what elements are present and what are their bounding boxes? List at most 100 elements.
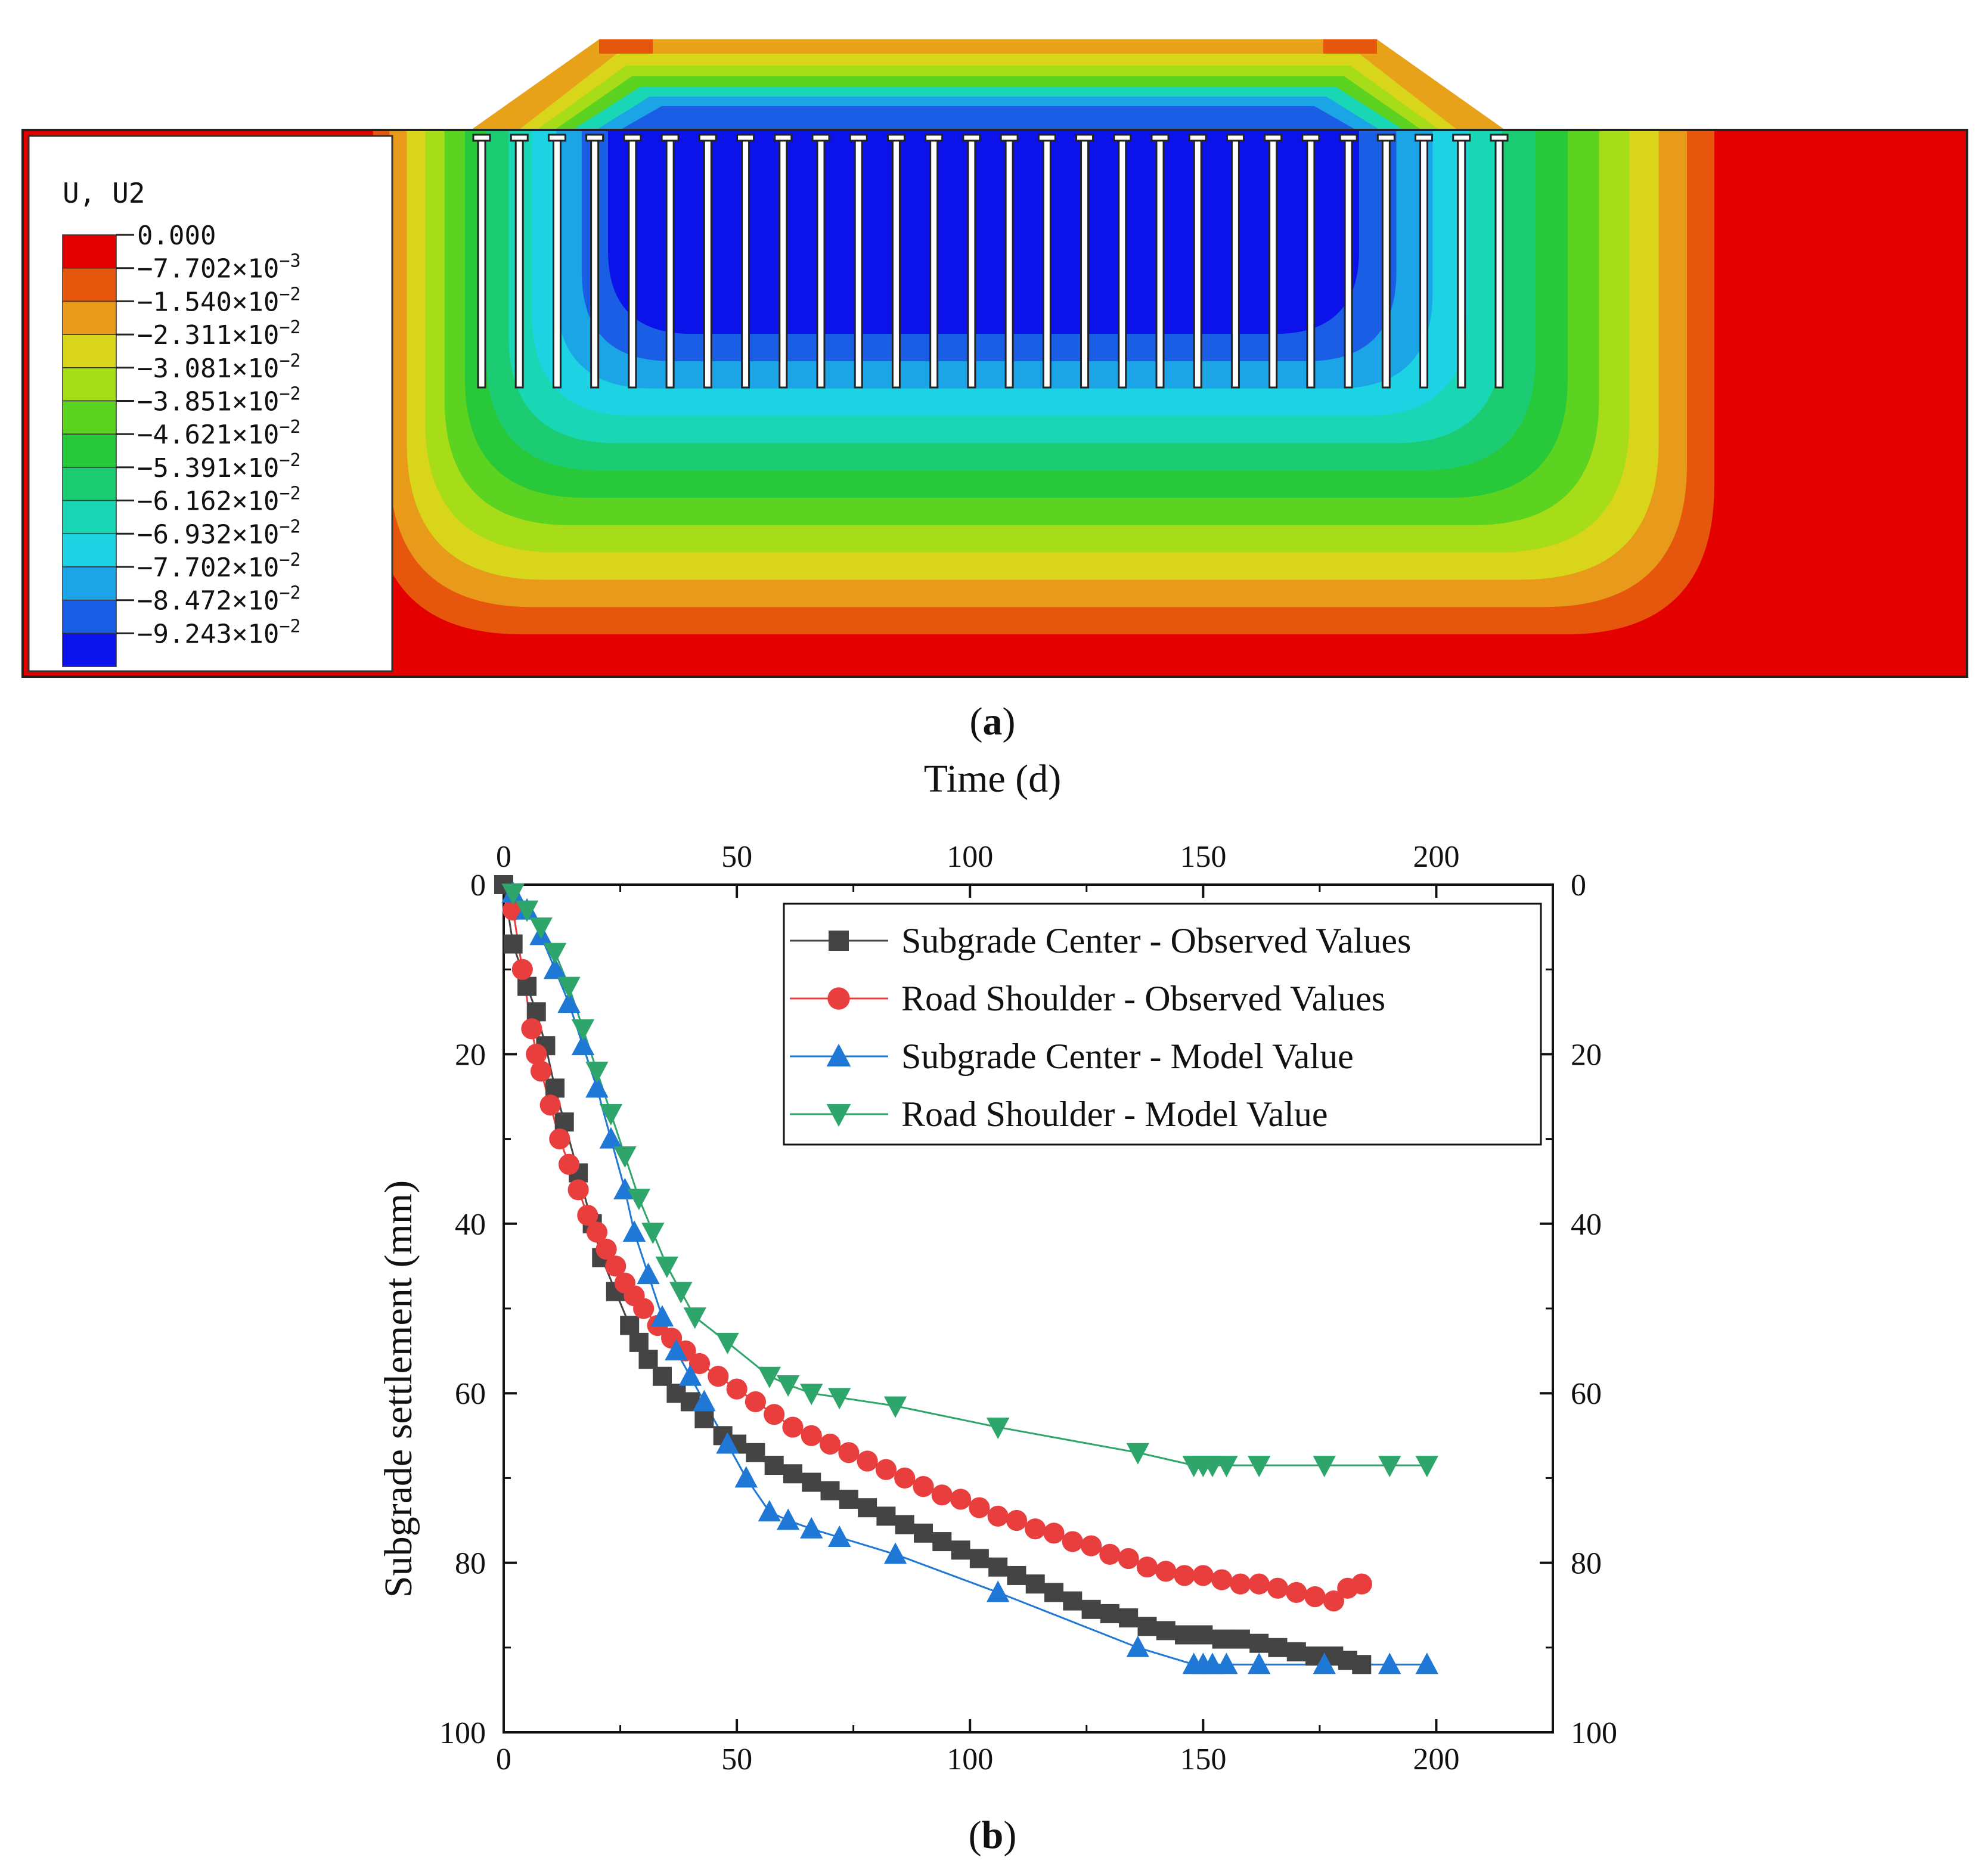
data-point (539, 1094, 561, 1116)
data-point (596, 1238, 617, 1260)
y-tick-label: 40 (455, 1208, 486, 1242)
pile (1301, 134, 1320, 389)
data-point (951, 1540, 970, 1560)
data-point (1215, 1456, 1238, 1478)
legend-swatch (62, 367, 117, 402)
data-point (650, 1305, 674, 1327)
data-point (1192, 1565, 1214, 1586)
data-point (746, 1443, 765, 1462)
legend-row: −6.162×10−2 (62, 483, 301, 535)
data-point (605, 1255, 626, 1277)
pile (849, 134, 868, 389)
data-point (883, 1396, 907, 1418)
data-point (1081, 1599, 1101, 1619)
legend-swatch (62, 267, 117, 302)
data-point (501, 883, 525, 906)
data-point (819, 1433, 841, 1455)
data-point (567, 1179, 589, 1201)
data-point (549, 1128, 570, 1150)
data-point (1267, 1577, 1289, 1599)
y-tick-label: 0 (470, 869, 486, 903)
pile (1490, 134, 1509, 389)
data-point (655, 1256, 678, 1278)
legend-value: −6.932×10−2 (137, 516, 301, 550)
data-point (1155, 1561, 1177, 1582)
pile (510, 134, 529, 389)
chart-legend: Subgrade Center - Observed Values Road Sh… (783, 903, 1542, 1146)
data-point (694, 1409, 714, 1428)
chart-legend-row: Road Shoulder - Observed Values (790, 979, 1385, 1018)
x-tick-label: 200 (1413, 1742, 1459, 1776)
data-point (599, 1127, 623, 1149)
data-point (1025, 1574, 1045, 1594)
x-tick-label: 150 (1180, 1742, 1226, 1776)
legend-swatch (62, 334, 117, 368)
data-point (1007, 1565, 1026, 1585)
pile-group (472, 134, 1509, 389)
data-point (1175, 1625, 1195, 1645)
pile (962, 134, 981, 389)
data-point (1249, 1633, 1269, 1653)
legend-swatch (62, 500, 117, 535)
legend-swatch (62, 300, 117, 335)
legend-marker (826, 1104, 851, 1127)
y-tick-label-right: 20 (1571, 1038, 1602, 1072)
pile (736, 134, 755, 389)
y-tick-label-right: 60 (1571, 1377, 1602, 1411)
data-point (857, 1450, 878, 1472)
legend-row: −7.702×10−3 (62, 251, 301, 302)
ground-border (21, 129, 1968, 678)
pile (1113, 134, 1132, 389)
legend-value: −9.243×10−2 (137, 616, 301, 649)
pile (886, 134, 905, 389)
data-point (1156, 1621, 1176, 1641)
pile (1376, 134, 1395, 389)
data-point (894, 1467, 916, 1489)
data-point (1415, 1652, 1438, 1675)
data-point (678, 1364, 702, 1386)
data-point (1100, 1604, 1119, 1623)
data-point (783, 1464, 802, 1484)
data-point (1304, 1586, 1326, 1608)
data-point (1025, 1518, 1046, 1540)
pile (585, 134, 604, 389)
pile (1075, 134, 1094, 389)
legend-value: −3.081×10−2 (137, 351, 301, 384)
data-point (1081, 1535, 1102, 1556)
pile (1226, 134, 1245, 389)
data-point (820, 1481, 840, 1500)
data-point (620, 1316, 640, 1335)
data-point (708, 1366, 729, 1387)
y-tick-label: 20 (455, 1038, 486, 1072)
data-point (1126, 1635, 1150, 1657)
legend-swatch (62, 566, 117, 601)
data-point (716, 1332, 739, 1354)
data-point (627, 1189, 651, 1211)
data-point (800, 1517, 823, 1539)
data-point (1211, 1569, 1233, 1590)
data-point (828, 1388, 851, 1410)
chart-legend-row: Subgrade Center - Model Value (790, 1037, 1354, 1076)
pile (660, 134, 680, 389)
embankment-bands (519, 39, 1457, 130)
legend-swatch (62, 632, 117, 667)
legend-row: −2.311×10−2 (62, 317, 301, 368)
data-point (1268, 1638, 1288, 1657)
data-point (558, 1153, 580, 1175)
y-tick-label-right: 40 (1571, 1208, 1602, 1242)
chart-legend-label: Subgrade Center - Model Value (901, 1037, 1354, 1076)
data-point (693, 1390, 716, 1412)
legend-value: −2.311×10−2 (137, 317, 301, 351)
data-point (557, 976, 581, 999)
pile (1264, 134, 1283, 389)
data-point (554, 1112, 574, 1132)
data-point (599, 1103, 623, 1125)
data-point (613, 1146, 637, 1168)
legend-marker (826, 1043, 851, 1066)
data-point (652, 1366, 672, 1386)
legend-swatch (62, 400, 117, 435)
settlement-chart: Time (d) Subgrade settlement (mm) 005050… (377, 757, 1617, 1857)
legend-row: −1.540×10−2 (62, 284, 301, 335)
